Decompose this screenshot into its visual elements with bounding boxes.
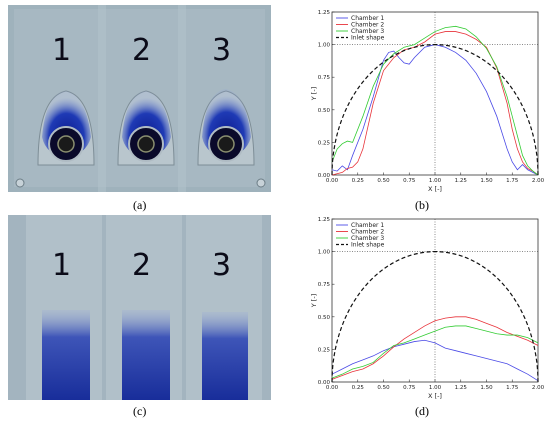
series-line-chamber-1 xyxy=(331,44,539,176)
chamber-number-2: 2 xyxy=(132,33,151,68)
series-line-chamber-2 xyxy=(331,31,539,176)
chamber-number-1: 1 xyxy=(52,248,71,283)
photo-a: 1 2 3 xyxy=(8,5,271,192)
x-tick-label: 0.00 xyxy=(326,178,339,184)
x-tick-label: 1.25 xyxy=(455,385,468,391)
y-axis-label: Y [-] xyxy=(310,294,318,308)
x-tick-label: 0.50 xyxy=(377,385,390,391)
x-tick-label: 2.00 xyxy=(532,385,544,391)
series-line-chamber-1 xyxy=(331,339,539,382)
legend-label: Chamber 3 xyxy=(351,235,384,242)
chart-b: 0.00 0.25 0.50 0.75 1.00 1.25 1.50 1.75 2.00 0.00… xyxy=(308,8,545,196)
y-tick-label: 0.75 xyxy=(318,282,331,288)
x-tick-label: 1.50 xyxy=(480,385,493,391)
legend-label: Chamber 1 xyxy=(351,222,384,229)
caption-a: (a) xyxy=(133,198,147,212)
photo-a-image: 1 2 3 xyxy=(8,5,271,192)
inlet-1 xyxy=(37,90,95,166)
photo-c-image: 1 2 3 xyxy=(8,215,271,400)
y-tick-label: 1.25 xyxy=(318,217,331,223)
x-tick-label: 1.00 xyxy=(429,178,442,184)
series-line-chamber-3 xyxy=(331,25,539,176)
y-tick-label: 1.00 xyxy=(318,43,331,49)
x-tick-label: 0.75 xyxy=(403,385,416,391)
x-tick-label: 1.25 xyxy=(455,178,468,184)
caption-b: (b) xyxy=(415,198,429,212)
dye-front-1 xyxy=(42,310,90,400)
y-tick-label: 1.25 xyxy=(318,10,331,16)
series-line-chamber-2 xyxy=(331,316,539,380)
y-tick-label: 0.25 xyxy=(318,347,331,353)
chart-d-svg: 0.00 0.25 0.50 0.75 1.00 1.25 1.50 1.75 2.00 0.00… xyxy=(310,217,545,400)
y-axis-label: Y [-] xyxy=(310,87,318,101)
chamber-number-3: 3 xyxy=(212,33,231,68)
x-tick-label: 1.75 xyxy=(506,178,519,184)
y-tick-label: 0.50 xyxy=(318,108,331,114)
y-tick-label: 0.00 xyxy=(318,380,331,386)
legend-label: Chamber 1 xyxy=(351,15,384,22)
dye-front-2 xyxy=(122,310,170,400)
y-tick-label: 0.75 xyxy=(318,75,331,81)
caption-c: (c) xyxy=(133,404,147,418)
series-line-inlet-shape xyxy=(331,250,539,383)
x-tick-label: 0.25 xyxy=(352,385,365,391)
photo-c: 1 2 3 xyxy=(8,215,271,400)
dye-front-3 xyxy=(202,312,248,400)
x-tick-label: 1.00 xyxy=(429,385,442,391)
legend-label: Chamber 2 xyxy=(351,229,384,236)
chamber-number-1: 1 xyxy=(52,33,71,68)
y-tick-label: 1.00 xyxy=(318,250,331,256)
chamber-number-2: 2 xyxy=(132,248,151,283)
chamber-number-3: 3 xyxy=(212,248,231,283)
series-line-inlet-shape xyxy=(331,43,539,176)
x-tick-label: 1.50 xyxy=(480,178,493,184)
y-tick-label: 0.00 xyxy=(318,173,331,179)
legend-label: Chamber 2 xyxy=(351,22,384,29)
x-tick-label: 2.00 xyxy=(532,178,544,184)
x-axis-label: X [-] xyxy=(428,392,442,400)
x-tick-label: 0.75 xyxy=(403,178,416,184)
legend-label: Chamber 3 xyxy=(351,28,384,35)
chart-b-svg: 0.00 0.25 0.50 0.75 1.00 1.25 1.50 1.75 2.00 0.00… xyxy=(310,10,545,193)
x-axis-label: X [-] xyxy=(428,185,442,193)
inlet-3 xyxy=(197,89,255,166)
legend-label: Inlet shape xyxy=(351,35,385,42)
y-tick-label: 0.50 xyxy=(318,315,331,321)
x-tick-label: 0.25 xyxy=(352,178,365,184)
series-line-chamber-3 xyxy=(331,325,539,379)
legend-label: Inlet shape xyxy=(351,242,385,249)
y-tick-label: 0.25 xyxy=(318,140,331,146)
x-tick-label: 0.00 xyxy=(326,385,339,391)
x-tick-label: 0.50 xyxy=(377,178,390,184)
x-tick-label: 1.75 xyxy=(506,385,519,391)
caption-d: (d) xyxy=(415,404,429,418)
chart-d: 0.00 0.25 0.50 0.75 1.00 1.25 1.50 1.75 2.00 0.00… xyxy=(308,215,545,403)
inlet-2 xyxy=(117,90,175,166)
